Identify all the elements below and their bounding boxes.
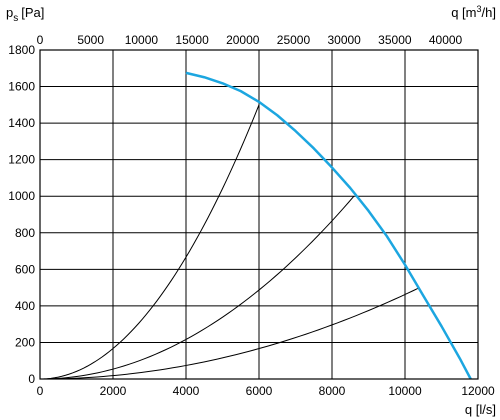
y-tick-label: 1000 (8, 189, 35, 203)
y-tick-label: 0 (28, 372, 35, 386)
y-tick-label: 1400 (8, 116, 35, 130)
x2-tick-label: 5000 (77, 33, 104, 47)
x-tick-label: 8000 (319, 384, 346, 398)
x2-tick-label: 20000 (226, 33, 260, 47)
x-axis-title: q [l/s] (465, 402, 496, 417)
x-tick-label: 2000 (100, 384, 127, 398)
y-tick-label: 600 (15, 262, 35, 276)
fan-curve (185, 71, 472, 380)
x2-tick-label: 30000 (327, 33, 361, 47)
x-tick-label: 10000 (388, 384, 422, 398)
x2-tick-label: 25000 (277, 33, 311, 47)
y-axis-ticks: 0 200 400 600 800 1000 1200 1400 1600 1800 (8, 43, 35, 386)
y-tick-label: 400 (15, 299, 35, 313)
x-tick-label: 6000 (246, 384, 273, 398)
x2-tick-label: 10000 (125, 33, 159, 47)
y-tick-label: 200 (15, 335, 35, 349)
system-curve (39, 287, 420, 380)
y-axis-title: ps [Pa] (6, 5, 44, 24)
grid-lines (40, 50, 478, 379)
x2-axis-ticks: 0 5000 10000 15000 20000 25000 30000 35000 40000 (37, 33, 463, 47)
x2-tick-label: 35000 (378, 33, 412, 47)
system-curve (39, 104, 260, 380)
x2-axis-title: q [m3/h] (451, 4, 496, 20)
system-curve (39, 195, 355, 380)
y-tick-label: 1600 (8, 80, 35, 94)
x-tick-label: 0 (37, 384, 44, 398)
x2-tick-label: 15000 (175, 33, 209, 47)
x2-tick-label: 0 (37, 33, 44, 47)
y-tick-label: 1200 (8, 153, 35, 167)
x-axis-ticks: 0 2000 4000 6000 8000 10000 12000 (37, 384, 495, 398)
x-tick-label: 12000 (461, 384, 495, 398)
x2-tick-label: 40000 (429, 33, 463, 47)
y-tick-label: 1800 (8, 43, 35, 57)
plot-frame (39, 49, 479, 380)
x-tick-label: 4000 (173, 384, 200, 398)
y-tick-label: 800 (15, 226, 35, 240)
chart-curves (39, 71, 472, 380)
